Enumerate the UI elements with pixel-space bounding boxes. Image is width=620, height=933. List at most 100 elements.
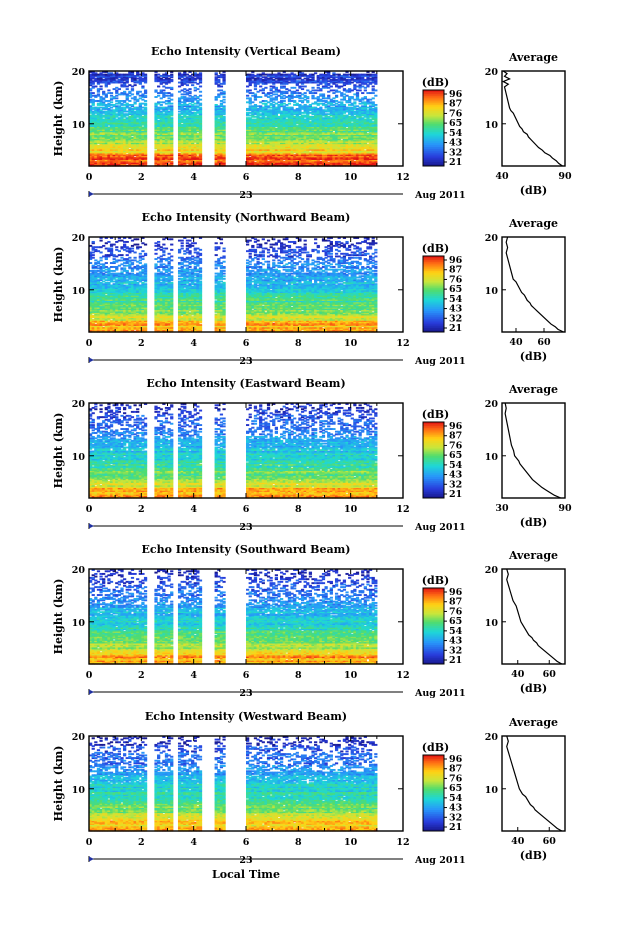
heatmap-cell — [356, 105, 359, 107]
heatmap-cell — [259, 96, 262, 98]
heatmap-cell — [123, 91, 126, 93]
heatmap-cell — [372, 86, 375, 88]
heatmap-cell — [170, 87, 173, 89]
heatmap-cell — [220, 89, 223, 91]
heatmap-cell — [188, 88, 191, 90]
heatmap-cell — [359, 89, 362, 91]
heatmap-cell — [168, 97, 171, 99]
heatmap-cell — [102, 91, 105, 93]
heatmap-cell — [293, 87, 296, 89]
heatmap-cell — [254, 104, 257, 106]
heatmap-cell — [249, 97, 252, 99]
heatmap-cell — [144, 107, 147, 109]
heatmap-cell — [293, 100, 296, 102]
heatmap-cell — [194, 95, 197, 97]
heatmap-cell — [335, 89, 338, 91]
heatmap-cell — [259, 105, 262, 107]
heatmap-cell — [322, 93, 325, 95]
heatmap-cell — [364, 96, 367, 98]
heatmap-cells — [89, 71, 377, 167]
heatmap-cell — [364, 89, 367, 91]
heatmap-cell — [290, 107, 293, 109]
heatmap-cell — [110, 92, 113, 94]
heatmap-cell — [335, 100, 338, 102]
heatmap-cell — [304, 86, 307, 88]
heatmap-cell — [314, 92, 317, 94]
heatmap-cell — [162, 89, 165, 91]
heatmap-cell — [133, 96, 136, 98]
heatmap-cell — [107, 89, 110, 91]
heatmap-cell — [296, 89, 299, 91]
heatmap-cell — [374, 95, 377, 97]
heatmap-cell — [314, 107, 317, 109]
heatmap-cell — [348, 88, 351, 90]
heatmap-cell — [144, 89, 147, 91]
heatmap-cell — [343, 88, 346, 90]
heatmap-cell — [325, 100, 328, 102]
heatmap-cell — [99, 86, 102, 88]
heatmap-cell — [262, 92, 265, 94]
heatmap-cell — [126, 88, 129, 90]
heatmap-cell — [288, 103, 291, 105]
heatmap-cell — [222, 96, 225, 98]
heatmap-cell — [157, 86, 160, 88]
heatmap-cell — [372, 92, 375, 94]
heatmap-cell — [264, 100, 267, 102]
heatmap-cell — [249, 89, 252, 91]
heatmap-cell — [199, 86, 202, 88]
heatmap-cell — [311, 87, 314, 89]
heatmap-cell — [191, 84, 194, 86]
heatmap-cell — [215, 104, 218, 106]
heatmap-cell — [361, 92, 364, 94]
heatmap-cell — [272, 86, 275, 88]
heatmap-cell — [264, 87, 267, 89]
heatmap-cell — [144, 103, 147, 105]
heatmap-cell — [115, 87, 118, 89]
heatmap-cell — [327, 95, 330, 97]
heatmap-cell — [154, 89, 157, 91]
heatmap-cell — [304, 92, 307, 94]
heatmap-cell — [306, 89, 309, 91]
heatmap-cell — [311, 95, 314, 97]
heatmap-cell — [246, 95, 249, 97]
heatmap-cell — [157, 95, 160, 97]
chart-title: Echo Intensity (Vertical Beam) — [151, 45, 341, 58]
heatmap-cell — [199, 91, 202, 93]
heatmap-cell — [131, 88, 134, 90]
heatmap-cell — [222, 99, 225, 101]
heatmap-cell — [283, 86, 286, 88]
heatmap-cell — [319, 107, 322, 109]
heatmap-cell — [356, 92, 359, 94]
heatmap-cell — [298, 92, 301, 94]
heatmap-cell — [183, 96, 186, 98]
heatmap-cell — [353, 101, 356, 103]
heatmap-cell — [133, 84, 136, 86]
heatmap-cell — [351, 96, 354, 98]
heatmap-cell — [353, 84, 356, 86]
heatmap-cell — [372, 97, 375, 99]
heatmap-cell — [254, 88, 257, 90]
heatmap-cell — [372, 88, 375, 90]
heatmap-cell — [251, 92, 254, 94]
heatmap-cell — [317, 87, 320, 89]
heatmap-cell — [335, 95, 338, 97]
heatmap-cell — [199, 95, 202, 97]
heatmap-cell — [162, 86, 165, 88]
heatmap-cell — [170, 105, 173, 107]
heatmap-cell — [99, 88, 102, 90]
heatmap-cell — [141, 86, 144, 88]
heatmap-cell — [110, 95, 113, 97]
heatmap-cell — [94, 86, 97, 88]
heatmap-cell — [97, 93, 100, 95]
heatmap-cell — [128, 84, 131, 86]
heatmap-cell — [275, 93, 278, 95]
heatmap-cell — [92, 92, 95, 94]
heatmap-cell — [168, 92, 171, 94]
heatmap-cell — [340, 101, 343, 103]
heatmap-cell — [259, 86, 262, 88]
heatmap-cell — [194, 87, 197, 89]
heatmap-cell — [372, 101, 375, 103]
heatmap-cell — [139, 91, 142, 93]
heatmap-cell — [304, 104, 307, 106]
